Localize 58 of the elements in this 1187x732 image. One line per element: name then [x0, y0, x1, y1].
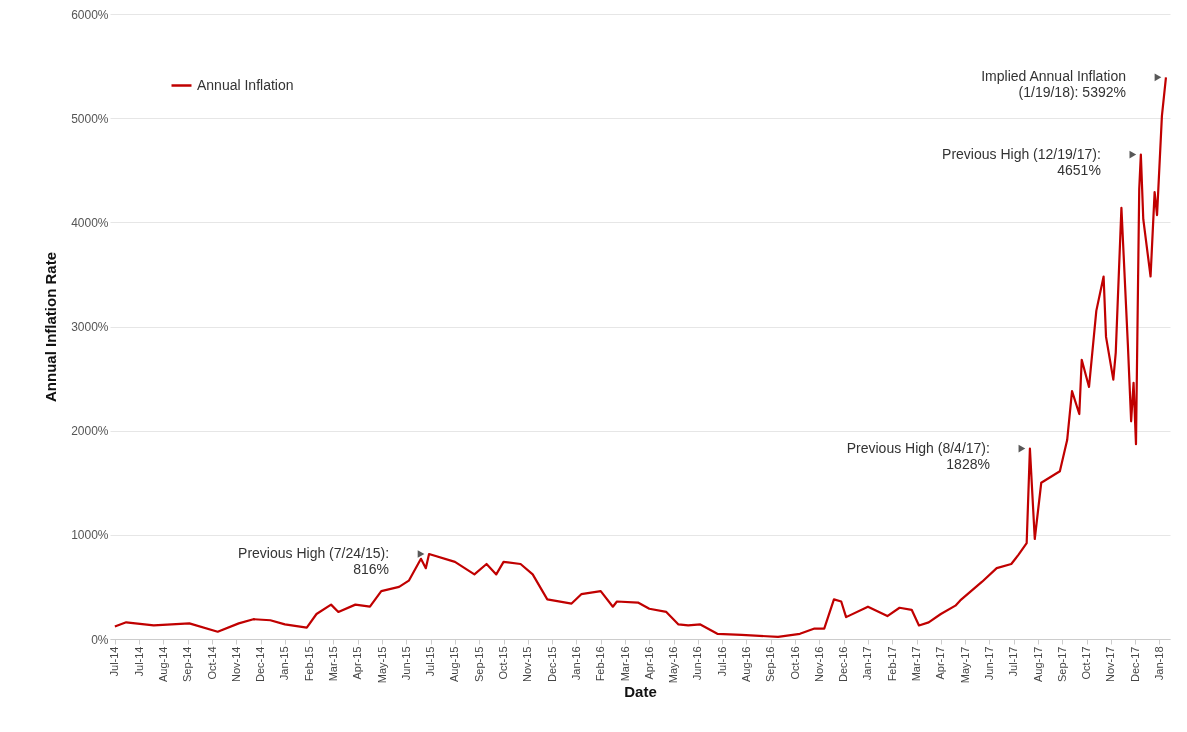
- y-tick-label: 5000%: [71, 111, 109, 126]
- x-tick-label: Nov-14: [229, 646, 242, 682]
- x-tick-label: Jul-17: [1007, 646, 1020, 677]
- legend-label: Annual Inflation: [197, 76, 294, 93]
- x-tick-label: Jan-16: [569, 646, 582, 681]
- x-tick-label: Oct-15: [497, 646, 510, 680]
- x-tick-label: Sep-16: [764, 646, 777, 682]
- x-tick-label: Dec-16: [837, 646, 850, 682]
- x-tick-label: Dec-14: [254, 646, 267, 682]
- x-tick-label: Apr-17: [934, 646, 947, 680]
- annotation: Previous High (8/4/17): 1828%: [846, 439, 990, 472]
- x-tick-label: Jun-17: [982, 646, 995, 681]
- x-axis-title: Date: [624, 683, 657, 701]
- x-tick-label: Mar-16: [618, 646, 631, 682]
- x-tick-label: Aug-16: [739, 646, 752, 682]
- y-tick-label: 2000%: [71, 424, 109, 439]
- y-tick-label: 0%: [91, 632, 109, 647]
- x-tick-label: Oct-16: [788, 646, 801, 680]
- x-tick-label: Oct-17: [1080, 646, 1093, 680]
- x-tick-label: Jul-14: [132, 646, 145, 677]
- x-tick-label: May-16: [667, 646, 680, 684]
- x-tick-label: Apr-15: [351, 646, 364, 680]
- x-tick-label: May-17: [958, 646, 971, 684]
- x-tick-label: May-15: [375, 646, 388, 684]
- x-tick-label: Jan-15: [278, 646, 291, 681]
- y-axis-title: Annual Inflation Rate: [42, 252, 60, 402]
- annotation: Implied Annual Inflation (1/19/18): 5392%: [981, 68, 1126, 101]
- x-tick-label: Jan-18: [1152, 646, 1165, 681]
- annotation: Previous High (12/19/17): 4651%: [942, 145, 1101, 178]
- x-tick-label: Sep-14: [181, 646, 194, 682]
- x-tick-label: Nov-17: [1104, 646, 1117, 682]
- x-tick-label: Aug-17: [1031, 646, 1044, 682]
- y-tick-label: 4000%: [71, 215, 109, 230]
- x-tick-label: Apr-16: [642, 646, 655, 680]
- x-tick-label: Jul-16: [715, 646, 728, 677]
- y-tick-label: 6000%: [71, 7, 109, 22]
- y-tick-label: 3000%: [71, 320, 109, 334]
- x-tick-label: Aug-14: [156, 646, 169, 682]
- x-tick-label: Sep-17: [1055, 646, 1068, 682]
- x-tick-label: Feb-17: [885, 646, 898, 682]
- x-tick-label: Jan-17: [861, 646, 874, 681]
- x-tick-label: Nov-16: [812, 646, 825, 682]
- x-tick-label: Mar-17: [910, 646, 923, 682]
- y-tick-label: 1000%: [71, 528, 109, 543]
- x-tick-label: Dec-17: [1128, 646, 1141, 682]
- x-tick-label: Nov-15: [521, 646, 534, 682]
- x-tick-label: Mar-15: [327, 646, 339, 682]
- x-tick-label: Jul-14: [108, 646, 121, 677]
- x-tick-label: Dec-15: [545, 646, 558, 682]
- x-tick-label: Jun-16: [691, 646, 704, 681]
- x-tick-label: Oct-14: [205, 646, 218, 680]
- x-tick-label: Jun-15: [399, 646, 412, 681]
- x-tick-label: Sep-15: [472, 646, 485, 682]
- x-tick-label: Feb-15: [302, 646, 315, 682]
- x-tick-label: Feb-16: [594, 646, 607, 682]
- x-tick-label: Jul-15: [424, 646, 437, 677]
- x-tick-label: Aug-15: [448, 646, 461, 682]
- annotation: Previous High (7/24/15): 816%: [238, 545, 390, 577]
